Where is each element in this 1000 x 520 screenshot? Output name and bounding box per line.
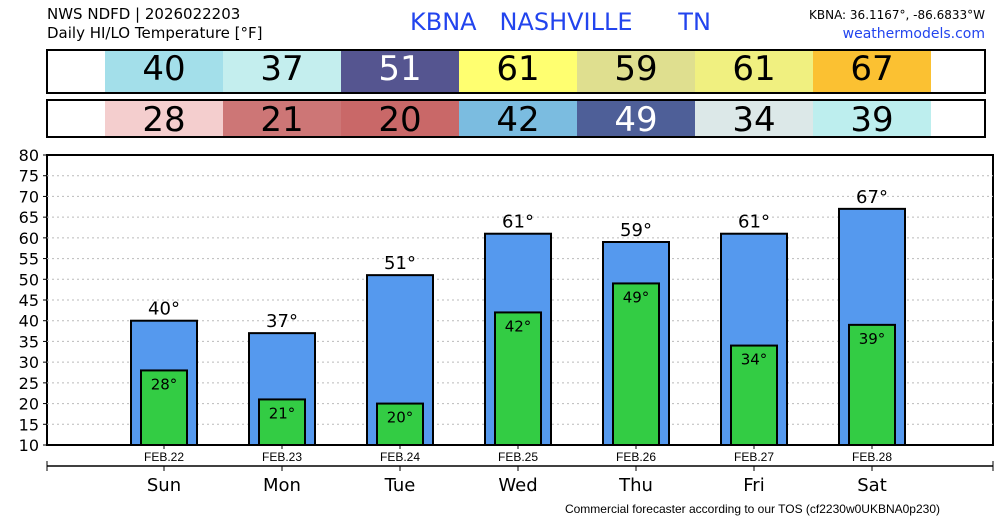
- hi-label: 59°: [620, 220, 652, 241]
- lo-cell: [459, 101, 577, 136]
- day-label: Tue: [384, 475, 416, 496]
- y-tick-label: 35: [19, 332, 39, 351]
- hi-cell: [341, 51, 459, 92]
- hi-cell-value: 61: [732, 49, 775, 89]
- lo-label: 39°: [859, 330, 886, 348]
- lo-label: 20°: [387, 409, 414, 427]
- day-label: Sun: [147, 475, 181, 496]
- y-tick-label: 55: [19, 250, 39, 269]
- lo-cell: [105, 101, 223, 136]
- lo-cell: [577, 101, 695, 136]
- lo-cell-value: 20: [378, 100, 421, 140]
- lo-bar: [494, 311, 542, 446]
- y-tick-label: 75: [19, 167, 39, 186]
- date-label: FEB.24: [380, 450, 420, 464]
- y-tick-label: 45: [19, 291, 39, 310]
- site-link[interactable]: weathermodels.com: [843, 26, 985, 42]
- hi-label: 67°: [856, 187, 888, 208]
- hi-label: 51°: [384, 253, 416, 274]
- footer-note: Commercial forecaster according to our T…: [565, 502, 940, 516]
- lo-bar: [612, 282, 660, 446]
- lo-bar: [848, 323, 896, 447]
- day-label: Thu: [618, 475, 653, 496]
- lo-bar: [730, 344, 778, 447]
- hi-cell-value: 61: [496, 49, 539, 89]
- hi-cell-value: 59: [614, 49, 657, 89]
- header-line2: Daily HI/LO Temperature [°F]: [47, 24, 263, 42]
- date-label: FEB.26: [616, 450, 656, 464]
- date-label: FEB.27: [734, 450, 774, 464]
- station-title: KBNA NASHVILLE TN: [410, 8, 711, 36]
- hi-cell: [577, 51, 695, 92]
- y-tick-label: 50: [19, 270, 39, 289]
- day-label: Mon: [263, 475, 301, 496]
- hi-label: 61°: [502, 212, 534, 233]
- hi-label: 61°: [738, 212, 770, 233]
- lo-label: 28°: [151, 375, 178, 393]
- day-label: Fri: [743, 475, 764, 496]
- hi-cell: [695, 51, 813, 92]
- y-tick-label: 65: [19, 208, 39, 227]
- hi-label: 37°: [266, 311, 298, 332]
- lo-cell: [813, 101, 931, 136]
- lo-cell-value: 39: [850, 100, 893, 140]
- lo-cell-value: 28: [142, 100, 185, 140]
- lo-cell: [341, 101, 459, 136]
- hi-cell: [223, 51, 341, 92]
- lo-label: 49°: [623, 288, 650, 306]
- hi-cell-value: 67: [850, 49, 893, 89]
- coords: KBNA: 36.1167°, -86.6833°W: [809, 8, 985, 22]
- lo-cell-value: 49: [614, 100, 657, 140]
- y-tick-label: 80: [19, 146, 39, 165]
- hi-cell-value: 37: [260, 49, 303, 89]
- lo-bar: [140, 369, 188, 446]
- hi-cell-value: 51: [378, 49, 421, 89]
- lo-cell: [695, 101, 813, 136]
- lo-cell-value: 21: [260, 100, 303, 140]
- date-label: FEB.28: [852, 450, 892, 464]
- y-tick-label: 60: [19, 229, 39, 248]
- hi-cell: [813, 51, 931, 92]
- y-tick-label: 30: [19, 353, 39, 372]
- hi-label: 40°: [148, 299, 180, 320]
- y-tick-label: 40: [19, 312, 39, 331]
- hi-cell-value: 40: [142, 49, 185, 89]
- lo-cell: [223, 101, 341, 136]
- lo-label: 34°: [741, 351, 768, 369]
- y-tick-label: 10: [19, 436, 39, 455]
- date-label: FEB.23: [262, 450, 302, 464]
- date-label: FEB.25: [498, 450, 538, 464]
- header-line1: NWS NDFD | 2026022203: [47, 5, 240, 23]
- lo-label: 21°: [269, 404, 296, 422]
- y-tick-label: 25: [19, 374, 39, 393]
- day-label: Wed: [498, 475, 537, 496]
- lo-cell-value: 42: [496, 100, 539, 140]
- hi-cell: [105, 51, 223, 92]
- lo-cell-value: 34: [732, 100, 775, 140]
- y-tick-label: 70: [19, 187, 39, 206]
- hi-cell: [459, 51, 577, 92]
- y-tick-label: 15: [19, 415, 39, 434]
- date-label: FEB.22: [144, 450, 184, 464]
- y-tick-label: 20: [19, 395, 39, 414]
- day-label: Sat: [857, 475, 887, 496]
- lo-label: 42°: [505, 317, 532, 335]
